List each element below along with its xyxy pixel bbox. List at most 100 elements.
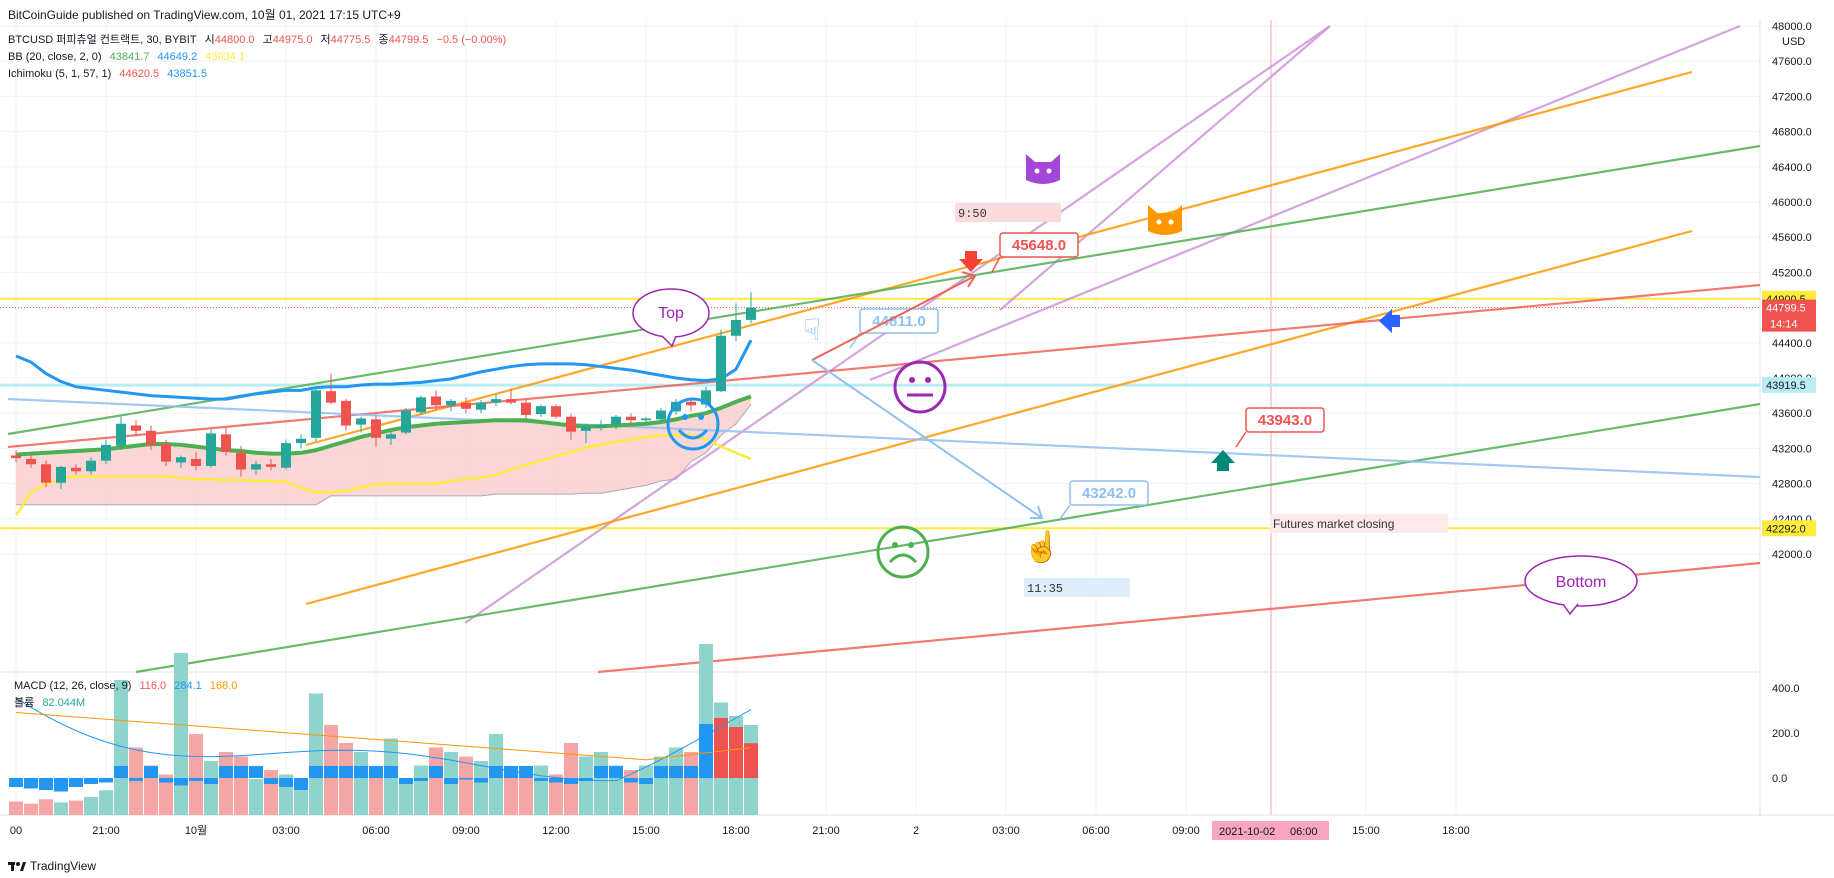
volume-bar-26	[399, 779, 413, 815]
bb-mid-line	[15, 394, 752, 457]
github-cat-purple-icon	[1026, 154, 1060, 184]
volume-label: 볼륨	[14, 697, 35, 709]
macd-hist-6	[99, 778, 113, 783]
ohlc-close: 44799.5	[388, 34, 429, 46]
price-change: −0.5 (−0.00%)	[436, 34, 507, 46]
candle-body-1	[26, 458, 36, 465]
note-bg	[1270, 514, 1448, 533]
volume-bar-17	[264, 770, 278, 815]
candle-body-7	[116, 423, 126, 446]
candle-body-36	[551, 406, 561, 417]
macd-hist-0	[9, 778, 23, 787]
volume-bar-15	[234, 756, 248, 815]
candle-body-16	[251, 464, 261, 470]
candle-body-12	[191, 458, 201, 466]
bb-label: BB (20, close, 2, 0)	[8, 51, 102, 63]
macd-hist-10	[159, 778, 173, 783]
macd-tick-0: 400.0	[1772, 683, 1800, 695]
volume-bar-28	[429, 747, 443, 815]
happy-face-icon-mouth	[677, 428, 709, 440]
volume-bar-34	[519, 774, 533, 815]
price-highlight-bg-1	[1762, 299, 1816, 332]
macd-hist-4	[69, 778, 83, 787]
ichimoku-legend[interactable]: Ichimoku (5, 1, 57, 1) 44620.5 43851.5	[8, 66, 212, 83]
volume-bar-35	[534, 765, 548, 815]
macd-hist-41	[624, 778, 638, 783]
candle-body-30	[461, 402, 471, 409]
candle-body-27	[416, 397, 426, 413]
price-tick-14: 42000.0	[1772, 549, 1812, 561]
candle-body-3	[56, 466, 66, 483]
volume-bar-31	[474, 761, 488, 815]
volume-bar-41	[624, 770, 638, 815]
drawings[interactable]: Top Bottom 45648.0 44811.0 43943.0 43242.0 9:5…	[632, 154, 1638, 616]
github-cat-orange-icon	[1148, 205, 1182, 235]
candle-body-48	[731, 319, 741, 336]
trendline-orange-4	[305, 229, 1693, 606]
top-bubble-tail	[661, 335, 677, 348]
projection-down-arrow	[811, 359, 1043, 519]
time-label-950: 9:50	[958, 207, 987, 221]
price-axis[interactable]: 48000.0 47600.0 47200.0 46800.0 46400.0 46000…	[1762, 21, 1816, 561]
candle-body-6	[101, 444, 111, 461]
volume-bar-22	[339, 743, 353, 815]
volume-legend[interactable]: 볼륨 82.044M	[14, 695, 90, 712]
macd-hist-35	[534, 778, 548, 781]
ohlc-open: 44800.0	[214, 34, 255, 46]
trend-lines[interactable]	[7, 24, 1761, 674]
label-43943-pointer	[1235, 431, 1247, 448]
candle-body-38	[581, 426, 591, 431]
macd-tick-2: 0.0	[1772, 773, 1787, 785]
time-tick-5: 09:00	[452, 825, 480, 837]
trendline-green-5	[7, 144, 1761, 436]
price-highlight-2: 43919.5	[1766, 380, 1806, 392]
macd-hist-24	[369, 766, 383, 778]
macd-hist-39	[594, 766, 608, 778]
macd-hist-2	[39, 778, 53, 790]
trendline-red-7	[7, 283, 1761, 449]
label-43943-text: 43943.0	[1258, 412, 1312, 429]
happy-face-icon-eye-r	[698, 414, 704, 420]
bb-value-mid: 43841.7	[109, 51, 150, 63]
projection-up-arrowhead	[961, 271, 977, 288]
time-highlight-bg	[1212, 821, 1329, 840]
pane-separators	[0, 20, 1834, 816]
macd-legend[interactable]: MACD (12, 26, close, 9) 116.0 284.1 168.…	[14, 678, 242, 695]
candle-body-42	[641, 418, 651, 421]
macd-hist-7	[114, 766, 128, 778]
macd-hist-14	[219, 766, 233, 778]
candle-body-26	[401, 410, 411, 433]
price-highlight-bg-2	[1762, 377, 1816, 394]
volume-bar-30	[459, 756, 473, 815]
macd-hist-29	[444, 778, 458, 784]
macd-hist-40	[609, 766, 623, 778]
bb-legend[interactable]: BB (20, close, 2, 0) 43841.7 44649.2 430…	[8, 49, 250, 66]
volume-bar-6	[99, 790, 113, 815]
time-highlight-time: 06:00	[1290, 826, 1318, 838]
top-bubble-label: Top	[658, 305, 684, 322]
time-tick-3: 03:00	[272, 825, 300, 837]
macd-hist-44	[669, 766, 683, 778]
volume-bar-33	[504, 770, 518, 815]
macd-hist-20	[309, 766, 323, 778]
candle-body-22	[341, 400, 351, 426]
trendline-violet-1	[869, 24, 1741, 382]
volume-bar-7	[114, 680, 128, 815]
macd-hist-16	[249, 766, 263, 778]
tradingview-footer[interactable]: TradingView	[8, 859, 96, 873]
price-tick-3: 46800.0	[1772, 127, 1812, 139]
symbol-legend[interactable]: BTCUSD 퍼피츄얼 컨트랙트, 30, BYBIT 시44800.0 고44…	[8, 32, 511, 49]
macd-hist-47	[714, 718, 728, 778]
macd-hist-27	[414, 778, 428, 781]
pointing-hand-down-icon: ☟	[803, 314, 821, 347]
macd-hist-30	[459, 778, 473, 780]
volume-bar-23	[354, 752, 368, 815]
volume-bar-2	[39, 799, 53, 815]
time-axis[interactable]: 00 21:00 10월 03:00 06:00 09:00 12:00 15:00 18:00…	[10, 821, 1470, 840]
time-tick-10: 2	[913, 825, 919, 837]
tradingview-logo-icon	[8, 862, 26, 871]
macd-hist-45	[684, 766, 698, 778]
macd-hist-15	[234, 766, 248, 778]
projection-down-arrowhead	[1030, 505, 1044, 519]
